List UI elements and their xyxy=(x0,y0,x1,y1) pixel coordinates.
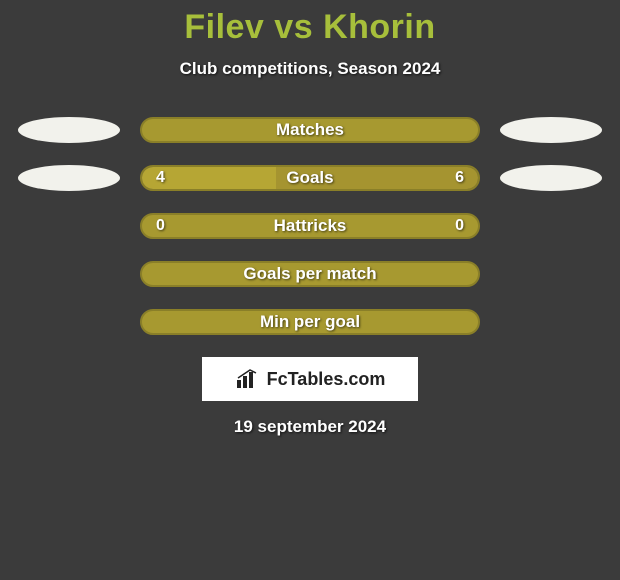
left-slot xyxy=(18,213,120,239)
stat-row: Min per goal xyxy=(0,309,620,335)
right-slot xyxy=(500,165,602,191)
comparison-infographic: Filev vs Khorin Club competitions, Seaso… xyxy=(0,0,620,580)
stat-row: Matches xyxy=(0,117,620,143)
left-slot xyxy=(18,165,120,191)
player2-ellipse xyxy=(500,117,602,143)
right-slot xyxy=(500,309,602,335)
stat-bar: Goals 4 6 xyxy=(140,165,480,191)
chart-icon xyxy=(235,368,263,390)
player1-ellipse xyxy=(18,165,120,191)
stat-label: Goals per match xyxy=(243,264,376,284)
right-slot xyxy=(500,213,602,239)
stat-bar: Goals per match xyxy=(140,261,480,287)
player2-value: 0 xyxy=(455,217,464,235)
stat-row: Goals 4 6 xyxy=(0,165,620,191)
right-slot xyxy=(500,117,602,143)
stat-bar: Min per goal xyxy=(140,309,480,335)
vs-text: vs xyxy=(274,8,313,46)
stat-row: Goals per match xyxy=(0,261,620,287)
player1-ellipse xyxy=(18,117,120,143)
page-title: Filev vs Khorin xyxy=(0,8,620,47)
player1-name: Filev xyxy=(184,8,264,46)
left-slot xyxy=(18,117,120,143)
stats-list: Matches Goals 4 6 Hattricks 0 0 Goals per match… xyxy=(0,117,620,335)
player2-ellipse xyxy=(500,165,602,191)
stat-label: Matches xyxy=(276,120,344,140)
player2-value: 6 xyxy=(455,169,464,187)
left-slot xyxy=(18,309,120,335)
logo-box: FcTables.com xyxy=(202,357,418,401)
stat-label: Min per goal xyxy=(260,312,360,332)
right-slot xyxy=(500,261,602,287)
stat-label: Goals xyxy=(286,168,333,188)
player1-value: 4 xyxy=(156,169,165,187)
player2-name: Khorin xyxy=(323,8,436,46)
logo-text: FcTables.com xyxy=(267,369,386,390)
stat-bar: Matches xyxy=(140,117,480,143)
left-slot xyxy=(18,261,120,287)
stat-row: Hattricks 0 0 xyxy=(0,213,620,239)
subtitle: Club competitions, Season 2024 xyxy=(0,59,620,79)
stat-bar: Hattricks 0 0 xyxy=(140,213,480,239)
stat-label: Hattricks xyxy=(274,216,347,236)
date: 19 september 2024 xyxy=(0,417,620,437)
player1-value: 0 xyxy=(156,217,165,235)
